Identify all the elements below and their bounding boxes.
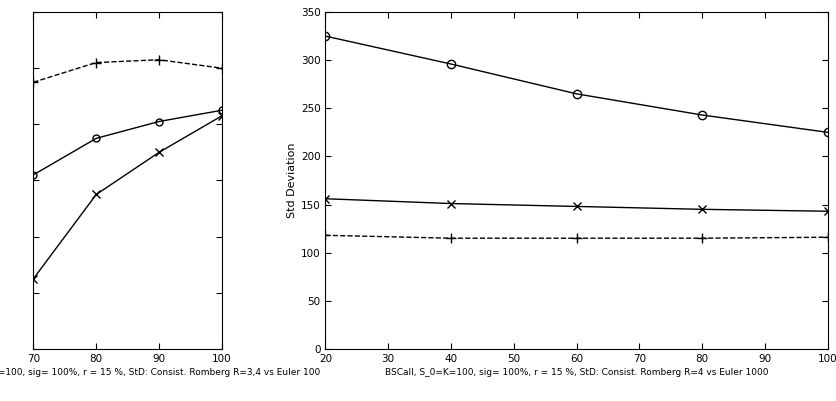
X-axis label: BSCall, S_0=K=100, sig= 100%, r = 15 %, StD: Consist. Romberg R=3,4 vs Euler 100: BSCall, S_0=K=100, sig= 100%, r = 15 %, …	[0, 368, 321, 377]
X-axis label: BSCall, S_0=K=100, sig= 100%, r = 15 %, StD: Consist. Romberg R=4 vs Euler 1000: BSCall, S_0=K=100, sig= 100%, r = 15 %, …	[385, 368, 768, 377]
Y-axis label: Std Deviation: Std Deviation	[287, 143, 297, 218]
